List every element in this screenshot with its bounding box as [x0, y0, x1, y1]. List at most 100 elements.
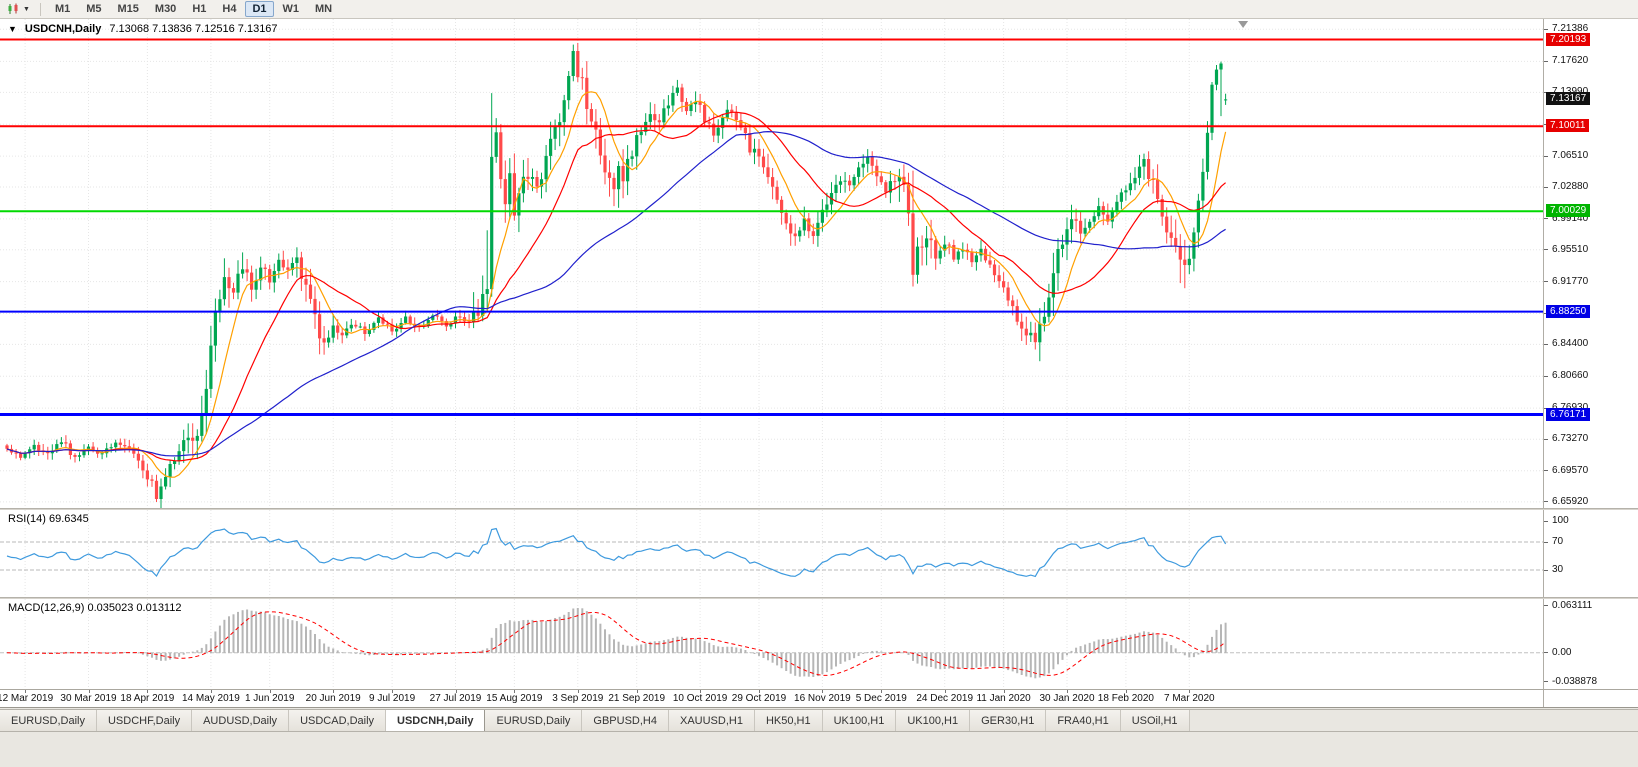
chart-tab-usoil-h1[interactable]: USOil,H1	[1120, 710, 1190, 731]
timeframe-buttons: M1 M5 M15 M30 H1 H4 D1 W1 MN	[48, 1, 339, 17]
rsi-tick-label: 30	[1552, 564, 1564, 575]
date-label: 15 Aug 2019	[486, 693, 543, 704]
price-tick-mark	[1544, 375, 1548, 377]
price-tick-label: 6.65920	[1552, 495, 1589, 507]
rsi-tick-label: 70	[1552, 536, 1564, 547]
price-tick-label: 7.17620	[1552, 55, 1589, 67]
macd-tick-label: 0.063111	[1552, 599, 1593, 611]
rsi-tick-mark	[1544, 569, 1548, 571]
date-label: 21 Sep 2019	[608, 693, 666, 704]
chart-tab-xauusd-h1[interactable]: XAUUSD,H1	[668, 710, 755, 731]
date-label: 7 Mar 2020	[1164, 693, 1215, 704]
price-tick-mark	[1544, 155, 1548, 157]
chart-type-icon[interactable]: ▼	[4, 3, 33, 15]
timeframe-button-mn[interactable]: MN	[315, 3, 333, 15]
date-tick-mark	[577, 690, 579, 693]
candlestick-icon	[8, 3, 18, 14]
price-badge-7.00029: 7.00029	[1546, 204, 1591, 218]
date-tick-mark	[636, 690, 638, 693]
moving-average-lines	[6, 91, 1227, 478]
macd-signal-line	[6, 611, 1226, 676]
chart-tab-uk100-h1[interactable]: UK100,H1	[896, 710, 971, 731]
price-tick-mark	[1544, 249, 1548, 251]
price-tick-label: 6.95510	[1552, 243, 1589, 255]
SMA-55-blue	[6, 130, 1226, 457]
price-badge-6.76171: 6.76171	[1546, 407, 1591, 421]
rsi-pane[interactable]	[0, 510, 1543, 597]
date-tick-mark	[269, 690, 271, 693]
price-tick-label: 6.80660	[1552, 370, 1589, 382]
date-label: 20 Jun 2019	[305, 693, 361, 704]
date-tick-mark	[147, 690, 149, 693]
timeframe-button-m5[interactable]: M5	[86, 3, 102, 15]
timeframe-button-m30[interactable]: M30	[154, 3, 177, 15]
date-label: 18 Apr 2019	[120, 693, 175, 704]
price-axis[interactable]: 7.213867.176207.139907.102507.065107.028…	[1543, 19, 1638, 707]
time-axis[interactable]: 12 Mar 2019 30 Mar 2019 18 Apr 2019 14 May …	[0, 690, 1543, 707]
chart-shift-marker[interactable]	[1238, 21, 1249, 28]
chart-tab-hk50-h1[interactable]: HK50,H1	[754, 710, 823, 731]
time-axis-separator	[0, 689, 1638, 690]
price-tick-label: 6.91770	[1552, 275, 1589, 287]
price-tick-mark	[1544, 438, 1548, 440]
price-tick-mark	[1544, 60, 1548, 62]
pane-splitter-rsi[interactable]	[0, 508, 1638, 510]
chart-window[interactable]: ▼ USDCNH,Daily 7.13068 7.13836 7.12516 7…	[0, 19, 1638, 708]
price-tick-mark	[1544, 343, 1548, 345]
horizontal-level-lines[interactable]	[0, 38, 1543, 416]
date-label: 29 Oct 2019	[731, 693, 787, 704]
price-tick-label: 7.06510	[1552, 150, 1589, 162]
date-tick-mark	[881, 690, 883, 693]
chart-tab-eurusd-daily[interactable]: EURUSD,Daily	[0, 710, 97, 731]
chart-tab-ger30-h1[interactable]: GER30,H1	[970, 710, 1047, 731]
date-tick-mark	[25, 690, 27, 693]
date-tick-mark	[88, 690, 90, 693]
price-badge-7.20193: 7.20193	[1546, 32, 1591, 46]
grid	[24, 599, 1190, 689]
chart-tab-eurusd-daily[interactable]: EURUSD,Daily	[485, 710, 583, 731]
date-label: 24 Dec 2019	[916, 693, 974, 704]
chart-tab-fra40-h1[interactable]: FRA40,H1	[1046, 710, 1121, 731]
date-label: 5 Dec 2019	[855, 693, 907, 704]
date-label: 27 Jul 2019	[429, 693, 482, 704]
date-tick-mark	[1003, 690, 1005, 693]
price-tick-mark	[1544, 186, 1548, 188]
chart-tab-gbpusd-h4[interactable]: GBPUSD,H4	[582, 710, 669, 731]
chart-tab-usdchf-daily[interactable]: USDCHF,Daily	[96, 710, 193, 731]
chart-tab-uk100-h1[interactable]: UK100,H1	[822, 710, 897, 731]
chart-ohlc-values: 7.13068 7.13836 7.12516 7.13167	[109, 23, 278, 35]
date-label: 30 Mar 2019	[60, 693, 117, 704]
pane-splitter-macd[interactable]	[0, 597, 1638, 599]
rsi-line	[6, 527, 1227, 578]
chevron-down-icon: ▼	[23, 5, 30, 13]
timeframe-button-w1[interactable]: W1	[282, 3, 300, 15]
rsi-tick-mark	[1544, 541, 1548, 543]
date-tick-mark	[1067, 690, 1068, 693]
rsi-tick-label: 100	[1552, 515, 1569, 526]
date-label: 1 Jun 2019	[244, 693, 295, 704]
price-tick-label: 7.02880	[1552, 181, 1589, 192]
timeframe-button-m15[interactable]: M15	[117, 3, 139, 15]
grid	[0, 19, 1543, 508]
candlesticks	[5, 42, 1228, 508]
chart-collapse-icon[interactable]: ▼	[8, 24, 17, 34]
macd-tick-mark	[1544, 681, 1548, 683]
macd-pane[interactable]	[0, 599, 1543, 689]
chart-tab-usdcnh-daily[interactable]: USDCNH,Daily	[386, 710, 486, 731]
date-label: 3 Sep 2019	[552, 693, 604, 704]
chart-tab-bar: EURUSD,Daily USDCHF,Daily AUDUSD,Daily USDC…	[0, 709, 1638, 732]
timeframe-button-h1[interactable]: H1	[192, 3, 207, 15]
toolbar-separator	[39, 2, 41, 16]
timeframe-button-h4[interactable]: H4	[222, 3, 237, 15]
date-label: 30 Jan 2020	[1039, 693, 1095, 704]
timeframe-button-d1[interactable]: D1	[245, 1, 274, 17]
chart-tab-audusd-daily[interactable]: AUDUSD,Daily	[192, 710, 290, 731]
timeframe-button-m1[interactable]: M1	[54, 3, 71, 15]
macd-tick-label: -0.038878	[1552, 675, 1598, 687]
chart-tab-usdcad-daily[interactable]: USDCAD,Daily	[289, 710, 387, 731]
chart-title-line: ▼ USDCNH,Daily 7.13068 7.13836 7.12516 7…	[8, 23, 278, 35]
macd-tick-mark	[1544, 652, 1548, 654]
main-price-pane[interactable]	[0, 19, 1543, 508]
date-label: 16 Nov 2019	[794, 693, 851, 704]
date-tick-mark	[333, 690, 335, 693]
